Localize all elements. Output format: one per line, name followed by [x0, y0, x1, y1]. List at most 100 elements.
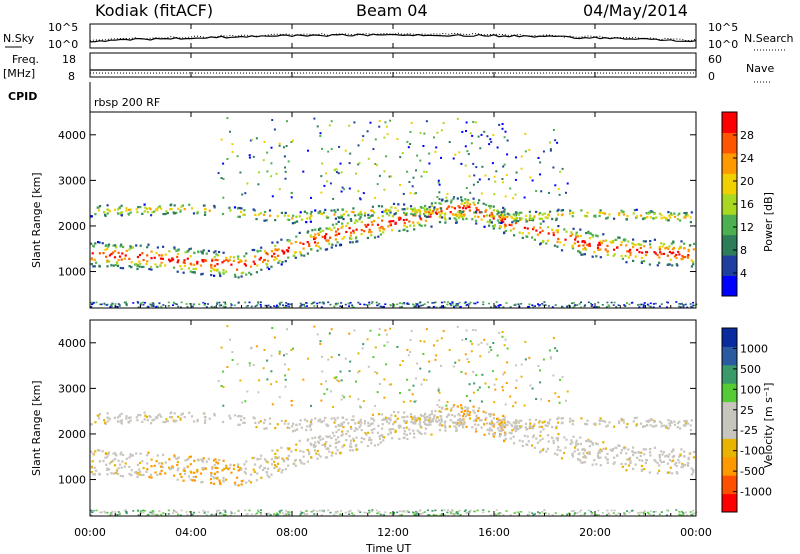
velocity-cell [309, 428, 312, 431]
power-cell [482, 301, 485, 303]
velocity-cell [453, 415, 456, 418]
power-cell [496, 146, 499, 149]
power-colorbar-tick-label: 20 [740, 175, 754, 188]
velocity-cell [611, 447, 615, 451]
power-cell [342, 218, 345, 221]
power-cell [160, 305, 163, 308]
power-cell [330, 209, 333, 212]
velocity-cell [135, 416, 138, 419]
velocity-cell [345, 438, 348, 442]
power-cell [360, 221, 363, 224]
power-cell [444, 200, 447, 203]
power-cell [612, 254, 615, 257]
velocity-cell [539, 434, 542, 437]
velocity-cell [670, 460, 673, 463]
power-cell [632, 259, 635, 262]
power-cell [433, 208, 436, 211]
power-cell [278, 302, 281, 304]
velocity-cell [130, 474, 133, 477]
power-cell [605, 217, 608, 220]
power-cell [469, 132, 472, 135]
velocity-cell [524, 422, 528, 425]
velocity-cell [218, 479, 221, 482]
velocity-cell [510, 432, 513, 435]
power-cell [520, 155, 523, 158]
velocity-cell [547, 421, 550, 424]
velocity-cell [324, 445, 327, 448]
power-cell [486, 135, 489, 138]
power-cell [513, 234, 516, 237]
xtick-label: 20:00 [579, 526, 611, 539]
power-cell [278, 188, 281, 191]
velocity-cell [612, 512, 615, 514]
velocity-cell [565, 399, 567, 402]
velocity-cell [478, 386, 481, 389]
velocity-cell [492, 417, 495, 420]
velocity-cell [105, 463, 108, 466]
power-cell [499, 304, 502, 306]
power-cell [389, 220, 393, 223]
velocity-cell [539, 430, 542, 433]
power-cell [684, 215, 687, 218]
power-cell [228, 258, 231, 261]
power-cell [240, 210, 243, 213]
velocity-cell [337, 428, 340, 431]
velocity-cell [310, 510, 313, 513]
power-cell [378, 229, 382, 232]
velocity-cell [430, 419, 433, 422]
velocity-cell [628, 511, 631, 514]
velocity-cell [360, 429, 363, 432]
power-cell [514, 178, 517, 181]
power-cell [146, 246, 149, 249]
power-cell [246, 305, 249, 307]
power-cell [667, 211, 670, 214]
power-cell [269, 305, 272, 308]
velocity-cell [376, 512, 379, 515]
power-cell [264, 304, 267, 307]
power-cell [369, 121, 372, 124]
velocity-cell [106, 473, 109, 476]
power-cell [106, 260, 109, 263]
power-cell [162, 304, 165, 306]
velocity-cell [453, 514, 456, 516]
power-cell [440, 211, 443, 215]
velocity-cell [672, 448, 675, 451]
power-cell [544, 216, 547, 219]
power-cell [500, 214, 504, 218]
velocity-cell [338, 452, 342, 455]
power-cell [597, 301, 600, 304]
velocity-cell [393, 511, 395, 514]
velocity-cell [328, 435, 331, 438]
velocity-cell [325, 423, 328, 426]
velocity-cell [518, 439, 521, 442]
velocity-cell [591, 512, 594, 514]
velocity-cell [597, 456, 600, 459]
velocity-cell [230, 510, 233, 513]
velocity-cell [243, 470, 246, 474]
velocity-cell [189, 455, 192, 458]
velocity-cell [329, 390, 332, 393]
velocity-cell [471, 426, 474, 429]
velocity-cell [469, 340, 472, 343]
power-cell [496, 209, 499, 212]
velocity-cell [146, 462, 149, 465]
velocity-cell [274, 427, 277, 430]
power-cell [489, 205, 492, 208]
power-cell [590, 232, 593, 235]
power-cell [329, 236, 332, 239]
power-cell [259, 249, 262, 252]
velocity-cell [677, 458, 680, 461]
power-cell [157, 305, 160, 308]
velocity-cell [561, 375, 564, 378]
power-cell [414, 192, 417, 195]
power-cell [506, 139, 509, 142]
velocity-cell [121, 460, 124, 463]
power-cell [572, 227, 575, 230]
power-cell [188, 303, 191, 305]
velocity-cell [149, 511, 152, 514]
power-cell [561, 209, 564, 212]
power-cell [666, 301, 669, 303]
power-cell [316, 241, 319, 245]
velocity-cell [413, 436, 416, 439]
